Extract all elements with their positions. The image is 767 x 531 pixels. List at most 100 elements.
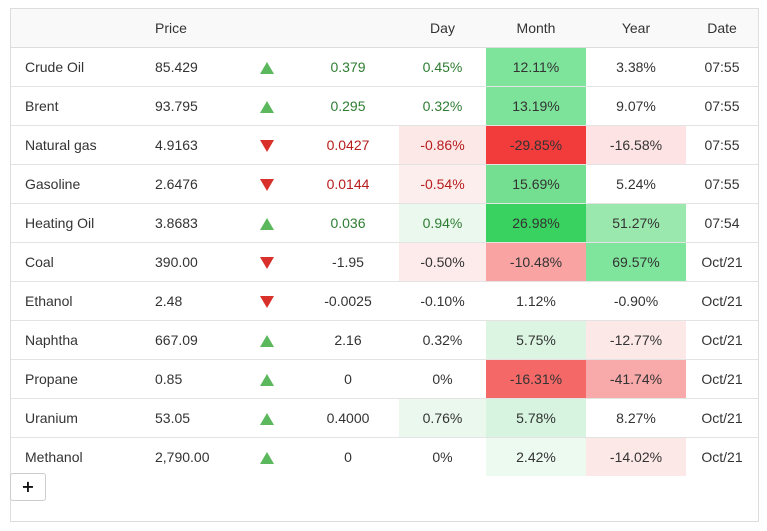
day-percent: -0.86%: [399, 125, 486, 165]
price-value: 0.85: [149, 359, 237, 399]
header-change: [297, 9, 399, 48]
table-row[interactable]: Ethanol 2.48 -0.0025 -0.10% 1.12% -0.90% Oct/2…: [11, 281, 758, 321]
direction-cell: [237, 48, 297, 87]
header-day[interactable]: Day: [399, 9, 486, 48]
commodity-name-link[interactable]: Brent: [11, 86, 149, 126]
day-percent: 0.76%: [399, 398, 486, 438]
year-percent: -12.77%: [586, 320, 686, 360]
header-arrow: [237, 9, 297, 48]
date-value: Oct/21: [686, 359, 758, 399]
table-row[interactable]: Uranium 53.05 0.4000 0.76% 5.78% 8.27% Oct/21: [11, 398, 758, 438]
price-value: 667.09: [149, 320, 237, 360]
year-percent: -14.02%: [586, 437, 686, 476]
add-button[interactable]: +: [10, 473, 46, 501]
price-value: 93.795: [149, 86, 237, 126]
table-row[interactable]: Brent 93.795 0.295 0.32% 13.19% 9.07% 07:55: [11, 86, 758, 126]
commodity-name-link[interactable]: Gasoline: [11, 164, 149, 204]
month-percent: 2.42%: [486, 437, 586, 476]
month-percent: 1.12%: [486, 281, 586, 321]
day-percent: 0.94%: [399, 203, 486, 243]
day-percent: 0.32%: [399, 320, 486, 360]
header-date[interactable]: Date: [686, 9, 758, 48]
change-value: 0.295: [297, 86, 399, 126]
direction-cell: [237, 164, 297, 204]
year-percent: -41.74%: [586, 359, 686, 399]
arrow-down-icon: [260, 179, 274, 192]
year-percent: 69.57%: [586, 242, 686, 282]
change-value: 0.0427: [297, 125, 399, 165]
commodity-name-link[interactable]: Natural gas: [11, 125, 149, 165]
commodity-name-link[interactable]: Propane: [11, 359, 149, 399]
year-percent: -16.58%: [586, 125, 686, 165]
year-percent: 9.07%: [586, 86, 686, 126]
date-value: 07:54: [686, 203, 758, 243]
date-value: Oct/21: [686, 242, 758, 282]
arrow-down-icon: [260, 257, 274, 270]
arrow-up-icon: [260, 413, 274, 426]
day-percent: -0.54%: [399, 164, 486, 204]
direction-cell: [237, 437, 297, 476]
month-percent: 26.98%: [486, 203, 586, 243]
table-row[interactable]: Coal 390.00 -1.95 -0.50% -10.48% 69.57% Oct/21: [11, 242, 758, 282]
price-value: 2,790.00: [149, 437, 237, 476]
arrow-up-icon: [260, 374, 274, 387]
price-value: 85.429: [155, 59, 198, 75]
date-value: 07:55: [686, 86, 758, 126]
table-row[interactable]: Natural gas 4.9163 0.0427 -0.86% -29.85% -16.…: [11, 125, 758, 165]
commodity-name-link[interactable]: Coal: [11, 242, 149, 282]
commodity-name-link[interactable]: Naphtha: [11, 320, 149, 360]
direction-cell: [237, 281, 297, 321]
table-row[interactable]: Crude Oil 85.429 0.379 0.45% 12.11% 3.38% 07:5…: [11, 47, 758, 87]
arrow-down-icon: [260, 296, 274, 309]
header-month[interactable]: Month: [486, 9, 586, 48]
table-header-row: Price Day Month Year Date: [11, 9, 758, 48]
month-percent: 5.78%: [486, 398, 586, 438]
header-year[interactable]: Year: [586, 9, 686, 48]
price-value: 390.00: [149, 242, 237, 282]
year-percent: 3.38%: [586, 47, 686, 87]
price-value: 3.8683: [149, 203, 237, 243]
day-percent: 0%: [399, 437, 486, 476]
commodity-name-link[interactable]: Crude Oil: [25, 59, 85, 75]
table-row[interactable]: Heating Oil 3.8683 0.036 0.94% 26.98% 51.27% 0…: [11, 203, 758, 243]
direction-cell: [237, 86, 297, 126]
date-value: 07:55: [686, 125, 758, 165]
direction-cell: [237, 359, 297, 399]
year-percent: 8.27%: [586, 398, 686, 438]
date-value: Oct/21: [686, 320, 758, 360]
table-row[interactable]: Naphtha 667.09 2.16 0.32% 5.75% -12.77% Oct/21: [11, 320, 758, 360]
change-value: 0.036: [297, 203, 399, 243]
change-value: 2.16: [297, 320, 399, 360]
day-percent: 0.32%: [399, 86, 486, 126]
arrow-up-icon: [260, 101, 274, 114]
year-percent: -0.90%: [586, 281, 686, 321]
date-value: Oct/21: [686, 281, 758, 321]
table-row[interactable]: Gasoline 2.6476 0.0144 -0.54% 15.69% 5.24% 07:…: [11, 164, 758, 204]
direction-cell: [237, 398, 297, 438]
month-percent: 15.69%: [486, 164, 586, 204]
commodity-name-link[interactable]: Methanol: [11, 437, 149, 476]
header-price[interactable]: Price: [149, 9, 237, 48]
commodity-name-link[interactable]: Ethanol: [11, 281, 149, 321]
arrow-down-icon: [260, 140, 274, 153]
commodity-name-link[interactable]: Uranium: [11, 398, 149, 438]
commodity-name-link[interactable]: Heating Oil: [11, 203, 149, 243]
direction-cell: [237, 242, 297, 282]
header-name: [11, 9, 149, 48]
commodities-table-panel: Price Day Month Year Date Crude Oil 85.42…: [10, 8, 759, 522]
price-value: 4.9163: [149, 125, 237, 165]
change-value: 0: [297, 437, 399, 476]
table-row[interactable]: Methanol 2,790.00 0 0% 2.42% -14.02% Oct/21: [11, 437, 758, 476]
table-body: Crude Oil 85.429 0.379 0.45% 12.11% 3.38% 07:5…: [11, 47, 758, 476]
arrow-up-icon: [260, 62, 274, 75]
direction-cell: [237, 320, 297, 360]
month-percent: 13.19%: [486, 86, 586, 126]
month-percent: -16.31%: [486, 359, 586, 399]
year-percent: 51.27%: [586, 203, 686, 243]
arrow-up-icon: [260, 218, 274, 231]
date-value: 07:55: [686, 164, 758, 204]
change-value: -0.0025: [297, 281, 399, 321]
commodities-table: Price Day Month Year Date Crude Oil 85.42…: [11, 9, 758, 476]
table-row[interactable]: Propane 0.85 0 0% -16.31% -41.74% Oct/21: [11, 359, 758, 399]
price-value: 2.6476: [149, 164, 237, 204]
